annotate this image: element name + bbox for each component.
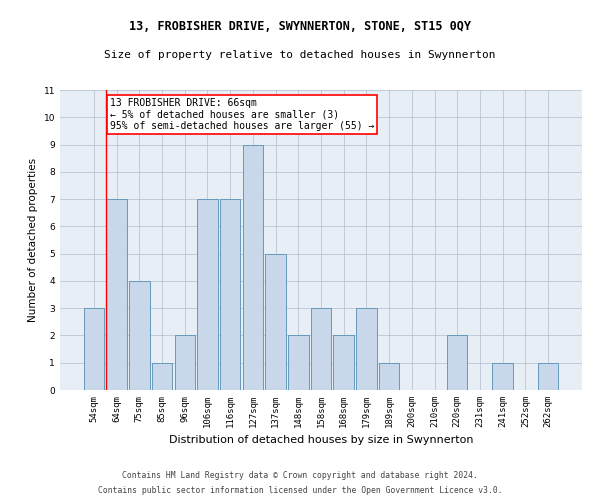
Bar (447, 336, 467, 390)
X-axis label: Distribution of detached houses by size in Swynnerton: Distribution of detached houses by size … (169, 436, 473, 446)
Text: 13, FROBISHER DRIVE, SWYNNERTON, STONE, ST15 0QY: 13, FROBISHER DRIVE, SWYNNERTON, STONE, … (129, 20, 471, 33)
Bar (242, 144, 263, 390)
Bar (265, 254, 286, 390)
Text: 13 FROBISHER DRIVE: 66sqm
← 5% of detached houses are smaller (3)
95% of semi-de: 13 FROBISHER DRIVE: 66sqm ← 5% of detach… (110, 98, 374, 132)
Bar (538, 362, 558, 390)
Text: Size of property relative to detached houses in Swynnerton: Size of property relative to detached ho… (104, 50, 496, 60)
Y-axis label: Number of detached properties: Number of detached properties (28, 158, 38, 322)
Bar (379, 362, 400, 390)
Bar (129, 281, 149, 390)
Bar (175, 336, 195, 390)
Bar (334, 336, 354, 390)
Text: Contains public sector information licensed under the Open Government Licence v3: Contains public sector information licen… (98, 486, 502, 495)
Bar (152, 362, 172, 390)
Bar (106, 199, 127, 390)
Bar (493, 362, 513, 390)
Bar (356, 308, 377, 390)
Bar (311, 308, 331, 390)
Bar (197, 199, 218, 390)
Text: Contains HM Land Registry data © Crown copyright and database right 2024.: Contains HM Land Registry data © Crown c… (122, 471, 478, 480)
Bar (220, 199, 241, 390)
Bar (84, 308, 104, 390)
Bar (288, 336, 308, 390)
